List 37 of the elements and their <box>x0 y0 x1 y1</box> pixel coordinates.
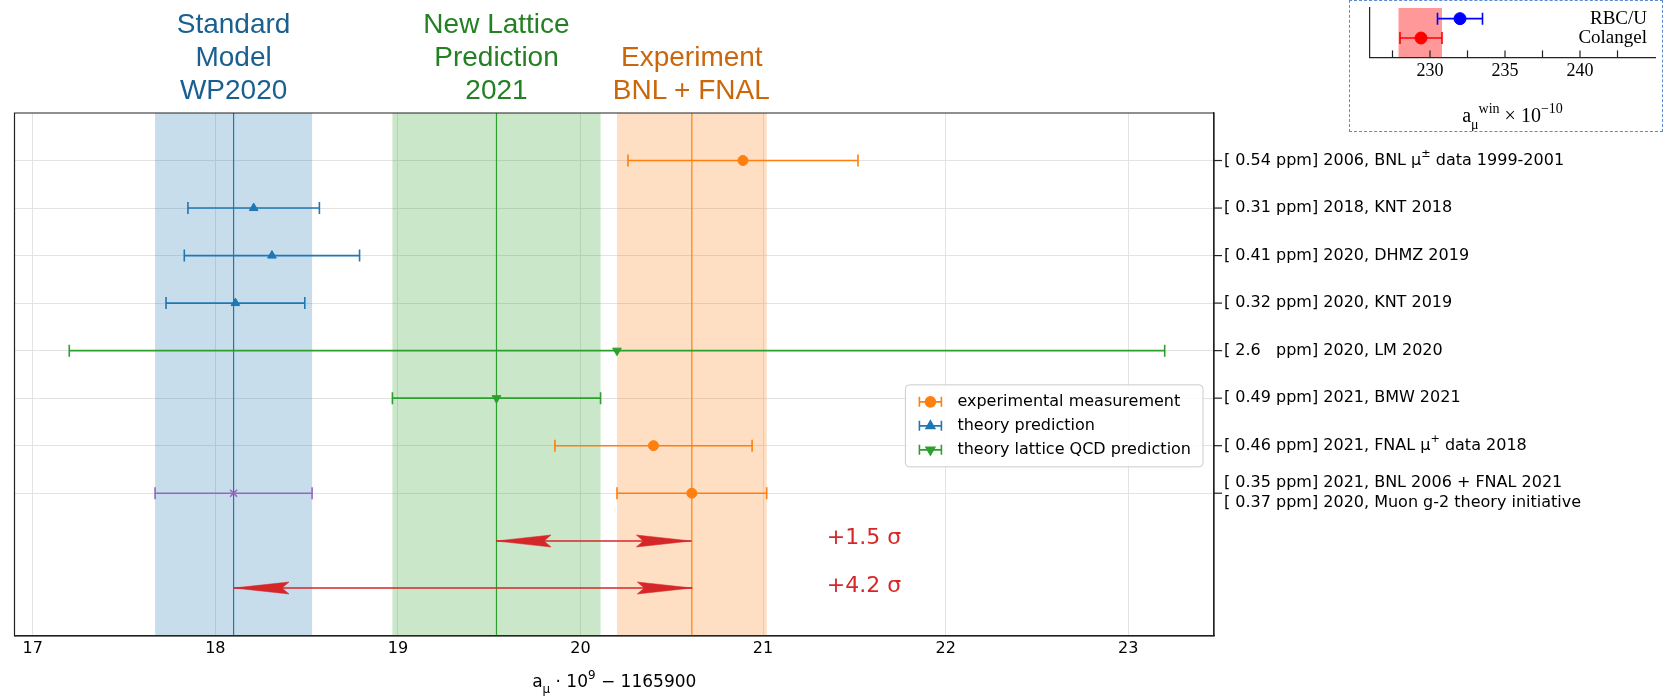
y-tick-label: [ 0.32 ppm] 2020, KNT 2019 <box>1224 292 1453 312</box>
y-tick-label: [ 0.41 ppm] 2020, DHMZ 2019 <box>1224 244 1470 264</box>
x-tick-label: 22 <box>935 637 956 657</box>
point <box>491 395 502 404</box>
y-tick-label: Colangel <box>1578 26 1648 48</box>
x-tick-label: 23 <box>1118 637 1139 657</box>
y-tick-label: [ 2.6 ppm] 2020, LM 2020 <box>1224 339 1443 359</box>
y-tick-label: [ 0.35 ppm] 2021, BNL 2006 + FNAL 2021 [ 0.37 ppm] 2020, Muon g-2 theory initiative <box>1224 472 1582 512</box>
y-tick-label: [ 0.54 ppm] 2006, BNL μ± data 1999-2001 <box>1224 147 1565 169</box>
legend-label: theory prediction <box>957 415 1095 435</box>
point <box>230 297 241 307</box>
x-tick-label: 21 <box>752 637 774 657</box>
x-tick-label: 20 <box>570 637 591 657</box>
y-tick-label: [ 0.49 ppm] 2021, BMW 2021 <box>1224 387 1461 407</box>
point <box>267 250 277 259</box>
annotation: +1.5 σ <box>826 524 902 550</box>
x-tick-label: 235 <box>1491 59 1519 80</box>
point <box>612 347 622 357</box>
y-tick-label: [ 0.46 ppm] 2021, FNAL μ+ data 2018 <box>1224 432 1527 454</box>
point <box>229 488 238 498</box>
legend-label: experimental measurement <box>957 391 1181 411</box>
y-tick-label: [ 0.31 ppm] 2018, KNT 2018 <box>1224 197 1453 217</box>
annotation: +4.2 σ <box>826 571 902 597</box>
x-tick-label: 19 <box>387 637 409 657</box>
point <box>737 155 749 167</box>
point <box>648 440 659 452</box>
band-label: Experiment BNL + FNAL <box>612 40 770 105</box>
band-label: New Lattice Prediction 2021 <box>423 7 570 105</box>
legend-label: theory lattice QCD prediction <box>957 439 1191 459</box>
point <box>686 487 698 499</box>
y-tick-label: RBC/U <box>1589 6 1648 28</box>
x-tick-label: 230 <box>1416 59 1444 80</box>
x-tick-label: 240 <box>1566 59 1594 80</box>
x-tick-label: 17 <box>22 637 43 657</box>
band-label: Standard Model WP2020 <box>176 7 291 105</box>
point <box>248 202 259 212</box>
x-tick-label: 18 <box>205 637 226 657</box>
